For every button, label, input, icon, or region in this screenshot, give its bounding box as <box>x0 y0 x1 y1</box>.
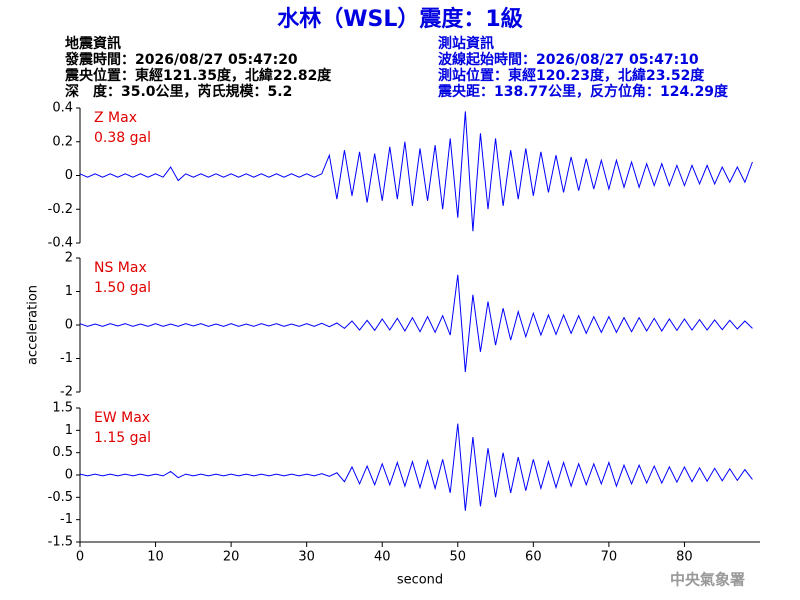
waveform <box>79 274 753 372</box>
y-tick-label: 1.5 <box>52 401 73 416</box>
chart-title: 水林（WSL）震度：1級 <box>277 6 522 32</box>
annotation: EW Max <box>94 410 150 426</box>
y-tick-label: -1 <box>60 351 73 366</box>
x-axis-label: second <box>397 573 443 588</box>
info: 測站資訊 <box>438 35 494 52</box>
y-tick-label: -0.5 <box>48 490 73 505</box>
y-tick-label: -2 <box>60 385 73 400</box>
x-tick-label: 70 <box>601 550 618 565</box>
x-tick-label: 20 <box>223 550 240 565</box>
y-tick-label: -0.2 <box>48 202 73 217</box>
y-tick-label: 0 <box>65 468 73 483</box>
x-tick-label: 50 <box>450 550 467 565</box>
y-tick-label: 0.2 <box>52 134 73 149</box>
y-tick-label: 0.5 <box>52 445 73 460</box>
info: 地震資訊 <box>65 35 121 52</box>
annotation: 1.15 gal <box>94 430 151 446</box>
y-tick-label: -1.5 <box>48 535 73 550</box>
y-tick-label: -1 <box>60 512 73 527</box>
annotation: Z Max <box>94 110 137 126</box>
y-tick-label: 0 <box>65 318 73 333</box>
info: 測站位置：東經120.23度，北緯23.52度 <box>438 67 705 84</box>
info: 震央距：138.77公里，反方位角：124.29度 <box>437 83 729 100</box>
y-tick-label: 2 <box>65 251 73 266</box>
x-tick-label: 60 <box>525 550 542 565</box>
waveform <box>79 111 753 232</box>
y-tick-label: 1 <box>65 284 73 299</box>
x-tick-label: 40 <box>374 550 391 565</box>
x-tick-label: 80 <box>676 550 693 565</box>
y-tick-label: -0.4 <box>48 236 73 251</box>
y-tick-label: 0.4 <box>52 101 73 116</box>
annotation: 0.38 gal <box>94 130 151 146</box>
y-tick-label: 1 <box>65 423 73 438</box>
info: 震央位置：東經121.35度，北緯22.82度 <box>64 67 332 84</box>
x-tick-label: 0 <box>76 550 84 565</box>
y-axis-label: acceleration <box>26 285 41 365</box>
annotation: NS Max <box>94 260 147 276</box>
info: 波線起始時間：2026/08/27 05:47:10 <box>438 51 699 68</box>
info: 發震時間：2026/08/27 05:47:20 <box>64 51 298 68</box>
info: 深 度：35.0公里，芮氏規模：5.2 <box>65 83 292 100</box>
y-tick-label: 0 <box>65 168 73 183</box>
waveform <box>79 423 753 511</box>
x-tick-label: 10 <box>147 550 164 565</box>
x-tick-label: 30 <box>298 550 315 565</box>
annotation: 1.50 gal <box>94 280 151 296</box>
footer: 中央氣象署 <box>670 571 745 589</box>
